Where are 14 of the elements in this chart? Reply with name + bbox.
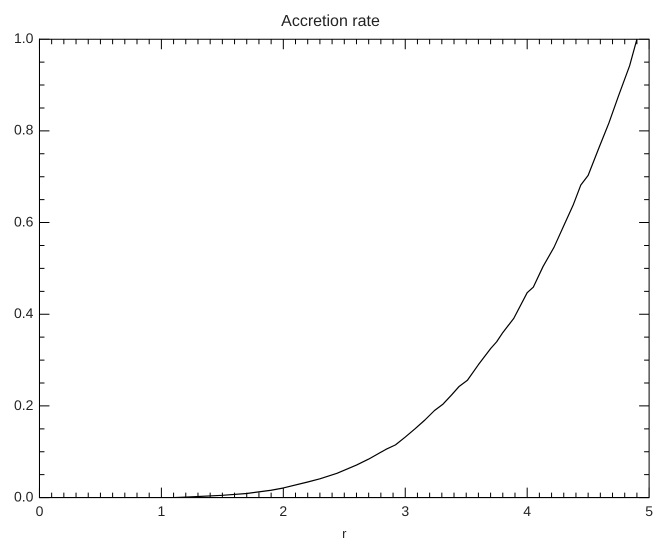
x-tick-label: 5 — [645, 502, 654, 519]
x-tick-label: 0 — [36, 502, 44, 519]
y-tick-label: 0.0 — [14, 488, 34, 504]
x-tick-label: 1 — [157, 502, 166, 519]
y-tick-label: 0.2 — [14, 396, 34, 413]
y-tick-label: 1.0 — [14, 30, 34, 46]
x-tick-label: 3 — [401, 502, 410, 519]
y-tick-label: 0.4 — [14, 305, 34, 322]
x-axis-title: r — [342, 526, 348, 541]
y-tick-label: 0.8 — [14, 122, 34, 138]
x-tick-label: 2 — [279, 502, 288, 519]
y-tick-label: 0.6 — [14, 213, 34, 230]
chart-title: Accretion rate — [281, 13, 380, 30]
x-tick-label: 4 — [523, 502, 532, 519]
